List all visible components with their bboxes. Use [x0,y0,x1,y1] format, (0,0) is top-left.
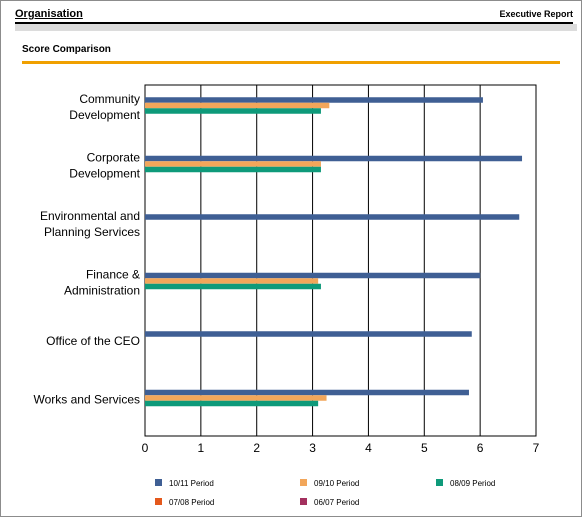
legend-swatch [155,479,162,486]
legend-swatch [436,479,443,486]
category-label: Finance & Administration [64,268,140,298]
bar [145,389,469,396]
bar [145,214,520,220]
legend-label: 08/09 Period [450,479,495,488]
legend-swatch [300,479,307,486]
category-label: Community Development [69,92,140,122]
legend: 10/11 Period 09/10 Period 08/09 Period 07/0… [155,479,495,507]
x-tick-label: 6 [477,441,484,455]
bar [145,395,327,401]
category-label: Works and Services [34,393,140,407]
bar [145,166,321,173]
bar [145,283,321,290]
bar [145,331,472,337]
category-labels: Community Development Corporate Development… [34,92,141,407]
bars [145,97,523,407]
bar [145,155,523,162]
bar [145,161,321,167]
category-label: Environmental and Planning Services [40,209,140,239]
legend-label: 10/11 Period [169,479,214,488]
bar [145,102,330,109]
x-tick-label: 7 [533,441,540,455]
bar [145,272,481,279]
bar [145,97,483,103]
section-rule [22,61,560,64]
x-tick-label: 5 [421,441,428,455]
legend-swatch [155,498,162,505]
legend-label: 06/07 Period [314,498,359,507]
bar [145,108,321,114]
category-label: Corporate Development [69,151,140,181]
report-header: Organisation Executive Report [15,8,573,24]
report-title: Executive Report [499,9,573,19]
bar [145,278,319,284]
legend-label: 09/10 Period [314,479,359,488]
header-band [15,24,577,31]
plot-area [144,84,537,437]
x-tick-label: 0 [142,441,149,455]
legend-label: 07/08 Period [169,498,214,507]
x-axis-ticks: 0 1 2 3 4 5 6 7 [142,441,540,455]
legend-swatch [300,498,307,505]
bar [145,400,319,407]
category-label: Office of the CEO [46,334,140,348]
organisation-title[interactable]: Organisation [15,8,83,20]
gridlines [200,85,481,436]
x-tick-label: 1 [198,441,205,455]
x-tick-label: 3 [309,441,316,455]
x-tick-label: 4 [365,441,372,455]
x-tick-label: 2 [253,441,260,455]
section-title: Score Comparison [22,44,111,55]
